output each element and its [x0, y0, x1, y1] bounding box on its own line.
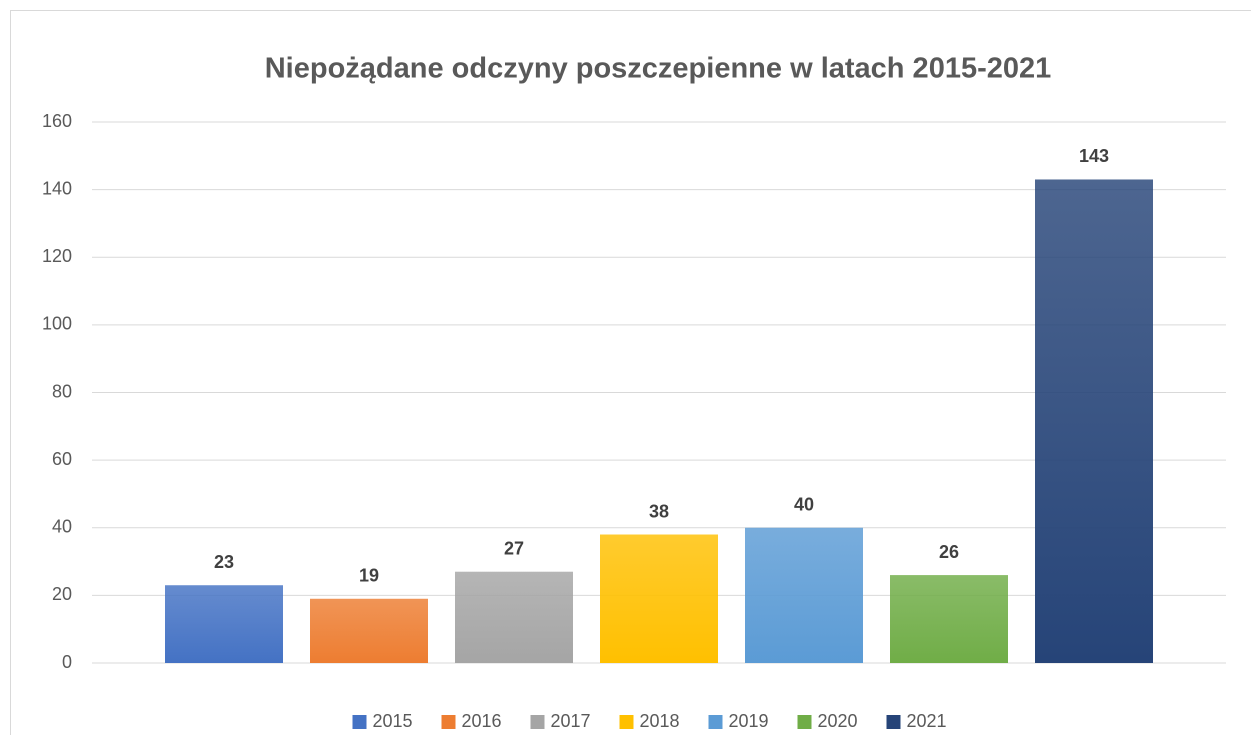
bar — [745, 527, 863, 663]
y-tick-label: 60 — [52, 449, 72, 469]
bar — [1035, 179, 1153, 663]
legend-swatch — [530, 715, 545, 729]
y-tick-label: 120 — [42, 246, 72, 266]
legend-swatch — [352, 715, 367, 729]
bar — [455, 571, 573, 663]
bar — [600, 534, 718, 663]
legend-label: 2021 — [907, 711, 947, 731]
y-tick-label: 140 — [42, 178, 72, 198]
data-label: 26 — [939, 542, 959, 562]
data-label: 19 — [359, 566, 379, 586]
y-tick-label: 0 — [62, 652, 72, 672]
data-label: 143 — [1079, 146, 1109, 166]
bar — [165, 585, 283, 663]
chart-title: Niepożądane odczyny poszczepienne w lata… — [265, 53, 1052, 85]
y-tick-label: 80 — [52, 381, 72, 401]
legend-swatch — [619, 715, 634, 729]
legend-swatch — [797, 715, 812, 729]
legend-label: 2020 — [818, 711, 858, 731]
legend-label: 2018 — [640, 711, 680, 731]
legend-swatch — [886, 715, 901, 729]
y-tick-label: 20 — [52, 584, 72, 604]
y-tick-label: 100 — [42, 314, 72, 334]
data-label: 23 — [214, 552, 234, 572]
data-label: 27 — [504, 538, 524, 558]
legend-swatch — [441, 715, 456, 729]
legend-label: 2015 — [373, 711, 413, 731]
data-label: 38 — [649, 501, 669, 521]
y-tick-label: 40 — [52, 517, 72, 537]
bar — [310, 598, 428, 663]
data-label: 40 — [794, 495, 814, 515]
legend-label: 2019 — [729, 711, 769, 731]
bar — [890, 575, 1008, 663]
y-tick-label: 160 — [42, 111, 72, 131]
legend-swatch — [708, 715, 723, 729]
legend-label: 2017 — [551, 711, 591, 731]
legend-label: 2016 — [462, 711, 502, 731]
